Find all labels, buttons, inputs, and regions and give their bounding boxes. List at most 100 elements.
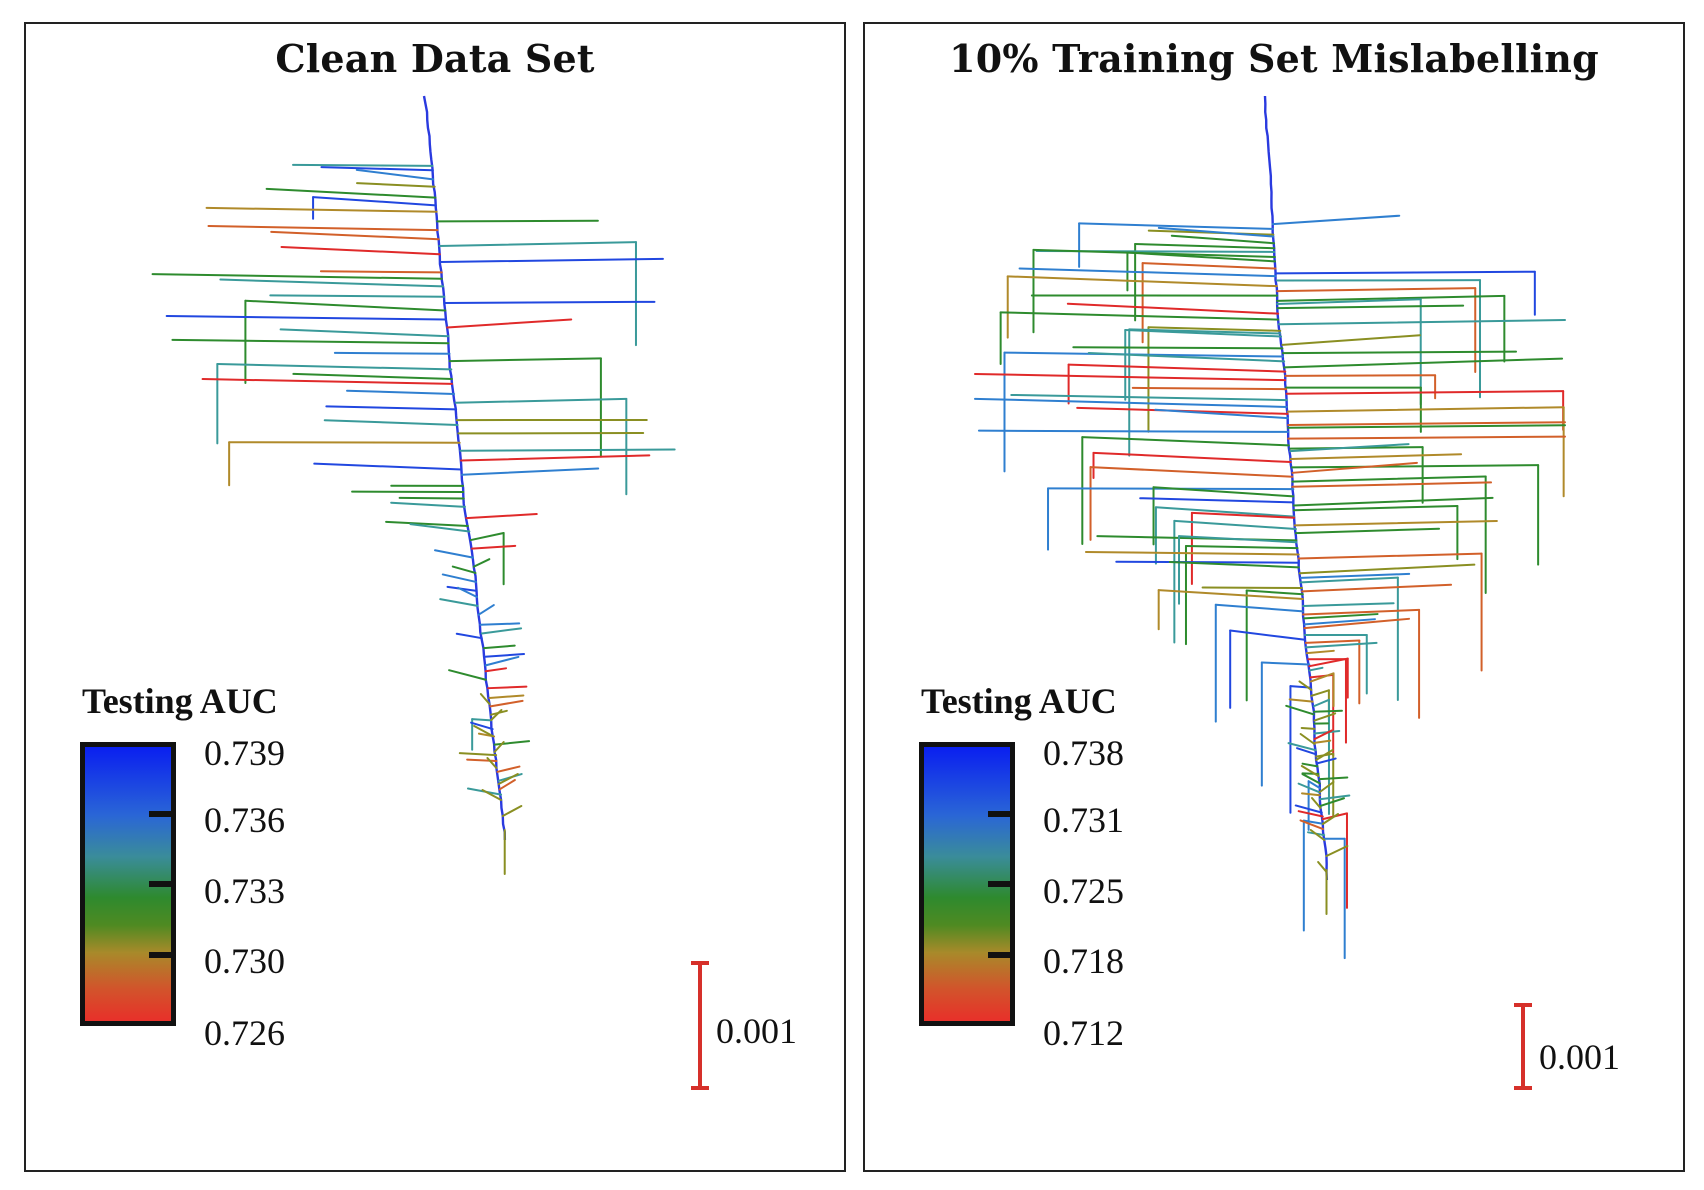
tree-branch bbox=[483, 653, 526, 658]
tree-branch bbox=[1299, 572, 1411, 579]
tree-branch bbox=[477, 604, 495, 616]
tree-twig bbox=[1325, 845, 1349, 857]
tree-branch bbox=[484, 667, 508, 673]
scale-bar bbox=[691, 961, 709, 1090]
tree-branch bbox=[1287, 742, 1317, 752]
scale-bar-label: 0.001 bbox=[716, 1011, 797, 1051]
tree-branch bbox=[1245, 589, 1304, 596]
tree-branch bbox=[1072, 346, 1284, 350]
tree-branch bbox=[1067, 363, 1287, 373]
tree-branch bbox=[1006, 275, 1278, 288]
tree-branch bbox=[466, 758, 498, 763]
tree-branch bbox=[1084, 550, 1300, 556]
tree-branch bbox=[1297, 552, 1483, 560]
tree-branch bbox=[1276, 298, 1422, 305]
tree-branch bbox=[390, 501, 466, 508]
tree-branch bbox=[434, 549, 474, 559]
tree-branch bbox=[1304, 641, 1378, 649]
tree-twig bbox=[1310, 797, 1322, 809]
tree-branch bbox=[1066, 302, 1280, 315]
tree-branch bbox=[1294, 527, 1441, 535]
tree-branch bbox=[1303, 617, 1411, 630]
tree-branch bbox=[460, 454, 651, 462]
tree-branch bbox=[1089, 466, 1294, 478]
colorbar bbox=[919, 742, 1015, 1026]
tree-branch bbox=[333, 351, 451, 355]
tree-branch bbox=[1310, 689, 1330, 697]
tree-branch bbox=[1284, 374, 1437, 377]
tree-branch bbox=[1184, 545, 1299, 550]
tree-branch bbox=[270, 230, 440, 241]
tree-branch bbox=[446, 318, 573, 329]
tree-branch bbox=[1299, 576, 1399, 584]
tree-twig bbox=[497, 773, 519, 785]
tree-branch bbox=[1276, 304, 1465, 310]
tree-branch bbox=[1214, 603, 1305, 613]
tree-branch bbox=[480, 627, 523, 635]
tree-branch bbox=[1299, 819, 1325, 831]
tree-twig bbox=[1321, 813, 1340, 825]
tree-branch bbox=[1201, 586, 1304, 590]
tree-branch bbox=[323, 419, 459, 426]
tree-branch bbox=[1294, 804, 1323, 814]
tree-branch bbox=[469, 531, 505, 542]
colorbar-tick bbox=[149, 881, 173, 887]
tree-branch bbox=[165, 314, 447, 321]
tree-branch bbox=[1157, 226, 1275, 238]
tree-branch bbox=[498, 779, 516, 791]
tree-branch bbox=[1134, 243, 1276, 250]
tree-branch bbox=[1292, 496, 1494, 507]
tree-branch bbox=[489, 699, 524, 708]
tree-branch bbox=[1292, 504, 1459, 512]
tree-branch bbox=[1293, 519, 1498, 527]
tree-branch bbox=[465, 513, 538, 520]
tree-branch bbox=[1260, 661, 1311, 666]
tree-branch bbox=[279, 328, 450, 338]
colorbar-tick bbox=[988, 952, 1012, 958]
tree-branch bbox=[171, 338, 450, 345]
tree-branch bbox=[1128, 328, 1282, 335]
tree-branch bbox=[1307, 780, 1321, 790]
tree-branch bbox=[1302, 608, 1421, 616]
tree-branch bbox=[470, 721, 494, 731]
tree-branch bbox=[1296, 747, 1318, 756]
tree-branch bbox=[1276, 294, 1506, 302]
scale-bar-label: 0.001 bbox=[1539, 1037, 1620, 1077]
tree-branch bbox=[974, 397, 1288, 408]
tree-branch bbox=[1152, 486, 1295, 498]
tree-branch bbox=[448, 357, 602, 363]
tree-branch bbox=[1302, 819, 1324, 825]
tree-branch bbox=[1092, 451, 1292, 464]
tree-branch bbox=[1301, 583, 1453, 593]
tree-branch bbox=[1126, 251, 1276, 263]
tree-branch bbox=[1300, 726, 1316, 730]
tree-branch bbox=[482, 644, 516, 650]
colorbar-tick-label: 0.726 bbox=[204, 1013, 285, 1053]
colorbar-tick bbox=[149, 952, 173, 958]
tree-branch bbox=[1318, 794, 1351, 801]
tree-branch bbox=[1300, 792, 1321, 797]
tree-branch bbox=[484, 655, 520, 667]
tree-branch bbox=[325, 405, 458, 411]
panel-title: 10% Training Set Mislabelling bbox=[949, 36, 1599, 81]
tree-branch bbox=[1229, 629, 1306, 641]
tree-branch bbox=[1271, 214, 1401, 226]
tree-branch bbox=[1173, 519, 1297, 530]
colorbar-tick-label: 0.736 bbox=[204, 800, 285, 840]
tree-branch bbox=[448, 669, 487, 681]
tree-branch bbox=[1178, 535, 1298, 544]
tree-branch bbox=[438, 241, 637, 248]
tree-branch bbox=[244, 299, 447, 312]
tree-branch bbox=[355, 168, 435, 181]
tree-branch bbox=[1131, 386, 1288, 391]
tree-branch bbox=[1018, 267, 1277, 278]
tree-twig bbox=[1315, 749, 1334, 761]
tree-branch bbox=[455, 632, 483, 640]
tree-branch bbox=[454, 397, 628, 404]
colorbar-tick-label: 0.731 bbox=[1043, 800, 1124, 840]
tree-branch bbox=[1286, 406, 1565, 413]
tree-branch bbox=[1168, 560, 1300, 569]
tree-branch bbox=[216, 363, 453, 371]
tree-branch bbox=[479, 622, 521, 626]
tree-branch bbox=[320, 166, 434, 172]
